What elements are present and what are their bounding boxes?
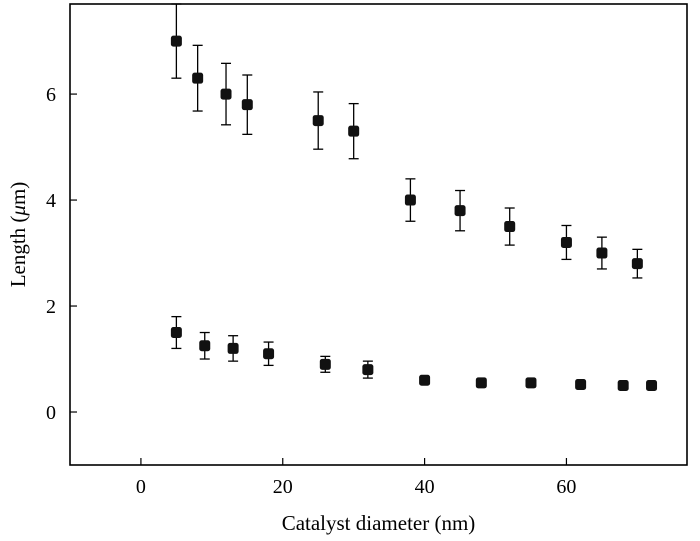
data-point	[596, 247, 608, 259]
y-axis-label-unit-symbol: μ	[6, 205, 30, 217]
y-tick-label: 4	[46, 190, 56, 212]
data-point	[646, 380, 658, 392]
data-point	[348, 125, 360, 137]
y-axis-label-suffix: m)	[6, 182, 30, 205]
series-1	[170, 3, 643, 279]
plot-frame	[69, 3, 688, 466]
data-point	[227, 342, 239, 354]
data-point	[312, 115, 324, 127]
data-point	[525, 377, 537, 389]
x-tick-label: 60	[556, 476, 576, 498]
y-tick-label: 6	[46, 84, 56, 106]
data-point	[419, 374, 431, 386]
data-point	[475, 377, 487, 389]
data-point	[617, 380, 629, 392]
data-point	[263, 348, 275, 360]
data-point	[454, 205, 466, 217]
x-axis-label: Catalyst diameter (nm)	[282, 511, 476, 535]
data-point	[575, 378, 587, 390]
y-axis-label: Length (μm)	[6, 182, 30, 288]
y-tick-label: 0	[46, 402, 56, 424]
data-point	[560, 236, 572, 248]
x-tick-label: 40	[415, 476, 435, 498]
data-point	[241, 99, 253, 111]
data-point	[404, 194, 416, 206]
data-point	[319, 358, 331, 370]
data-point	[170, 35, 182, 47]
data-point	[199, 340, 211, 352]
data-point	[504, 221, 516, 233]
data-point	[631, 258, 643, 270]
series-2	[170, 315, 658, 392]
data-point	[170, 327, 182, 339]
chart-marks	[170, 3, 658, 392]
data-point	[192, 72, 204, 84]
y-axis-label-prefix: Length (	[6, 216, 30, 288]
data-point	[362, 364, 374, 376]
x-tick-label: 0	[136, 476, 146, 498]
data-point	[220, 88, 232, 100]
chart-axes: 0 20 40 60 0 2 4 6	[46, 3, 688, 498]
y-tick-label: 2	[46, 296, 56, 318]
x-tick-label: 20	[273, 476, 293, 498]
